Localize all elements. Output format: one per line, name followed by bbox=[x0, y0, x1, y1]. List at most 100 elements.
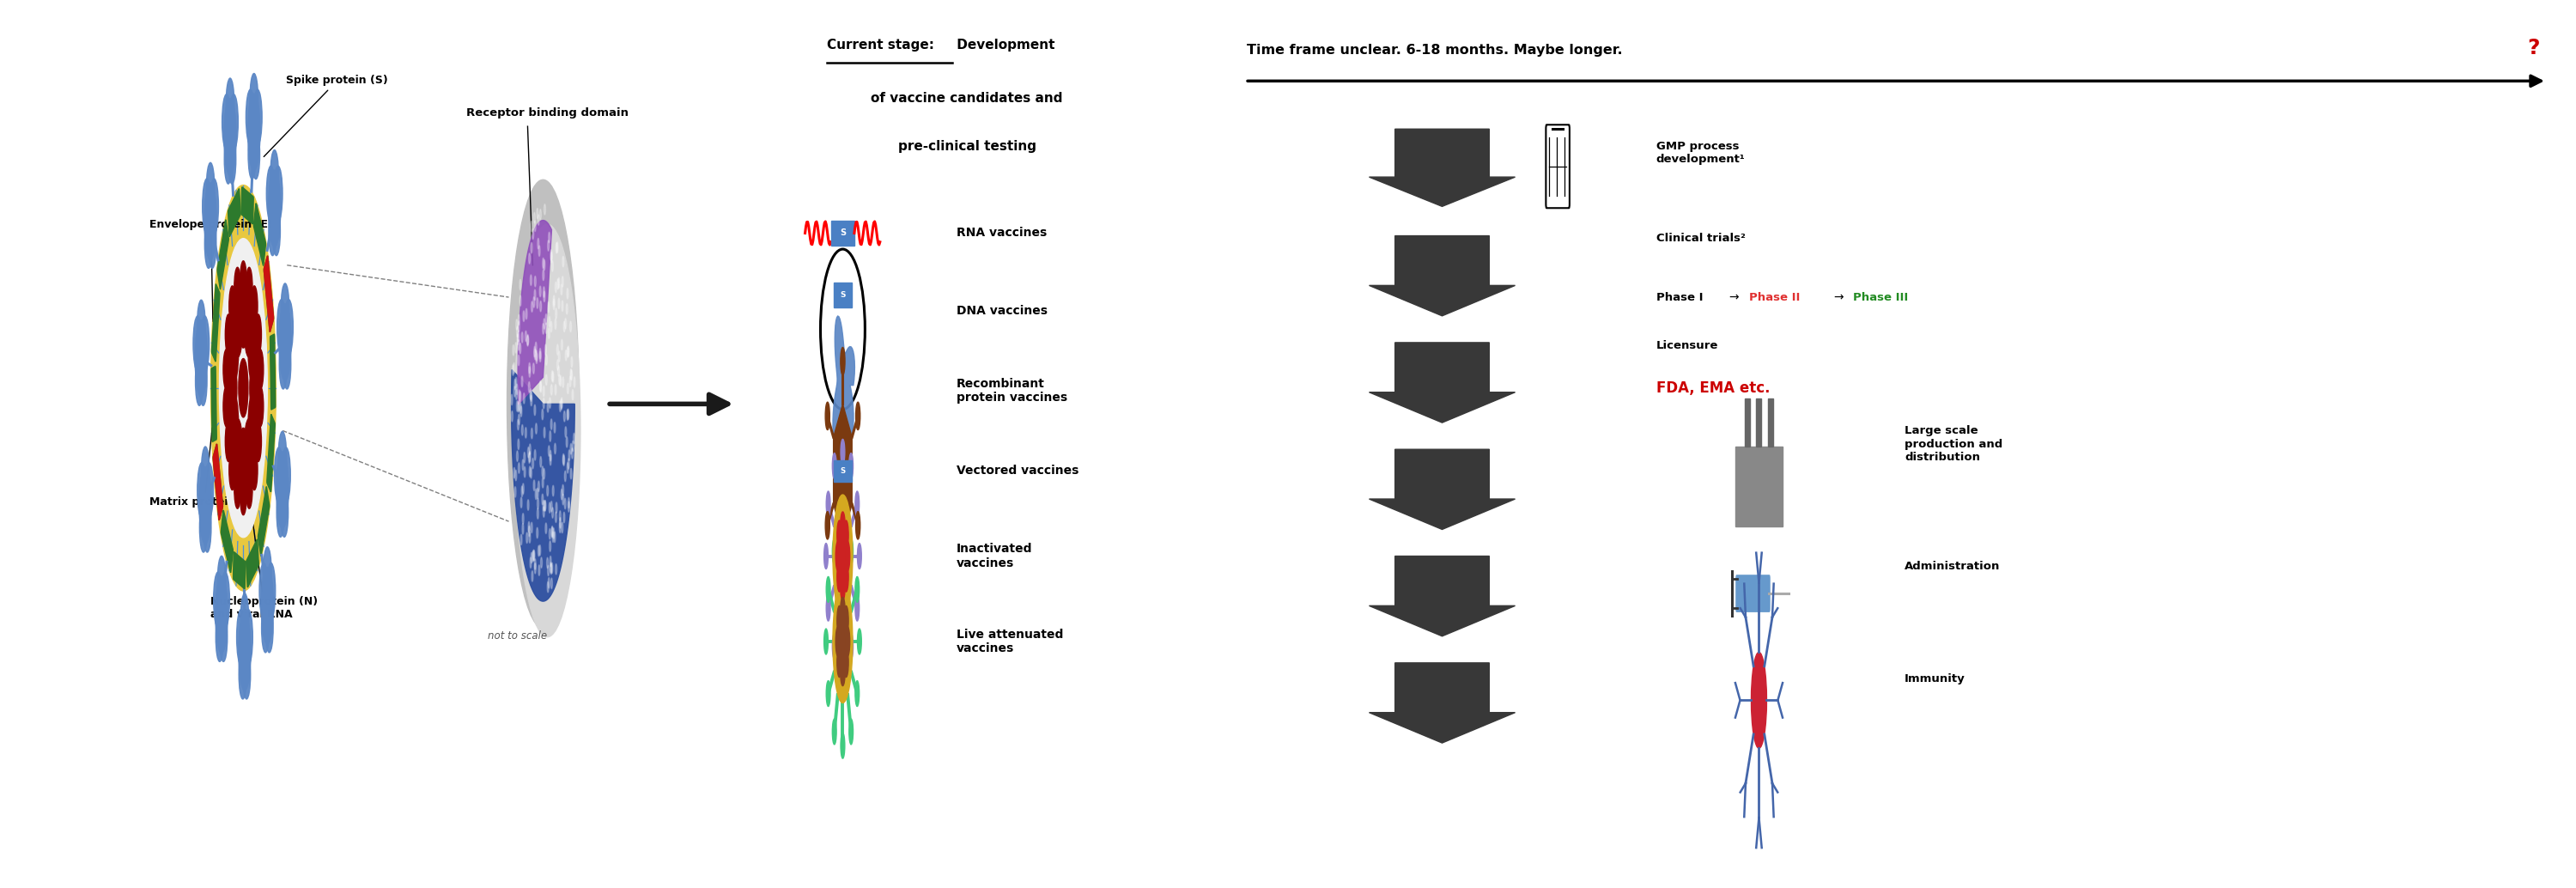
Circle shape bbox=[855, 511, 860, 539]
Circle shape bbox=[278, 304, 291, 380]
Circle shape bbox=[845, 562, 848, 591]
Circle shape bbox=[263, 547, 270, 599]
Circle shape bbox=[840, 525, 845, 551]
Text: Large scale
production and
distribution: Large scale production and distribution bbox=[1904, 425, 2002, 463]
Circle shape bbox=[232, 298, 242, 357]
Circle shape bbox=[252, 558, 255, 577]
Circle shape bbox=[268, 207, 276, 256]
Circle shape bbox=[827, 681, 829, 706]
Circle shape bbox=[240, 593, 250, 645]
Circle shape bbox=[227, 538, 229, 558]
Polygon shape bbox=[1368, 129, 1515, 206]
Circle shape bbox=[845, 541, 850, 571]
Circle shape bbox=[827, 595, 829, 621]
Circle shape bbox=[216, 576, 227, 653]
Circle shape bbox=[855, 576, 860, 602]
FancyBboxPatch shape bbox=[835, 460, 853, 481]
Circle shape bbox=[824, 543, 827, 569]
Circle shape bbox=[258, 218, 260, 238]
Text: Spike protein (S): Spike protein (S) bbox=[263, 75, 389, 156]
Circle shape bbox=[240, 474, 247, 515]
Circle shape bbox=[216, 478, 219, 497]
Circle shape bbox=[209, 178, 219, 234]
Circle shape bbox=[240, 650, 247, 699]
Circle shape bbox=[840, 541, 845, 571]
Circle shape bbox=[201, 316, 209, 371]
Circle shape bbox=[245, 267, 252, 308]
Circle shape bbox=[240, 359, 247, 417]
FancyBboxPatch shape bbox=[1757, 399, 1762, 447]
Text: GMP process
development¹: GMP process development¹ bbox=[1656, 141, 1747, 165]
Circle shape bbox=[211, 398, 214, 417]
Circle shape bbox=[260, 563, 268, 618]
FancyBboxPatch shape bbox=[247, 539, 258, 587]
Circle shape bbox=[222, 572, 229, 628]
Circle shape bbox=[198, 467, 211, 543]
FancyBboxPatch shape bbox=[211, 284, 219, 361]
Polygon shape bbox=[1368, 449, 1515, 529]
Circle shape bbox=[224, 386, 229, 427]
Text: Live attenuated
vaccines: Live attenuated vaccines bbox=[956, 629, 1064, 654]
Circle shape bbox=[247, 324, 258, 383]
Text: S: S bbox=[840, 467, 845, 474]
Text: Time frame unclear. 6-18 months. Maybe longer.: Time frame unclear. 6-18 months. Maybe l… bbox=[1247, 44, 1623, 57]
Circle shape bbox=[252, 130, 260, 179]
Circle shape bbox=[281, 488, 289, 537]
Circle shape bbox=[198, 300, 206, 351]
Circle shape bbox=[252, 90, 263, 145]
FancyBboxPatch shape bbox=[229, 188, 240, 237]
Circle shape bbox=[840, 598, 845, 627]
Polygon shape bbox=[513, 369, 574, 601]
Text: RNA vaccines: RNA vaccines bbox=[956, 227, 1046, 239]
Circle shape bbox=[850, 453, 853, 479]
Circle shape bbox=[837, 520, 842, 551]
FancyBboxPatch shape bbox=[252, 203, 265, 266]
Circle shape bbox=[245, 468, 252, 509]
Text: of vaccine candidates and: of vaccine candidates and bbox=[871, 92, 1064, 105]
Circle shape bbox=[245, 418, 252, 478]
Circle shape bbox=[224, 349, 229, 390]
Circle shape bbox=[832, 633, 837, 659]
Text: Phase II: Phase II bbox=[1749, 291, 1803, 303]
Circle shape bbox=[263, 604, 270, 653]
FancyBboxPatch shape bbox=[222, 511, 232, 573]
Text: Licensure: Licensure bbox=[1656, 339, 1718, 351]
Circle shape bbox=[827, 491, 829, 517]
Circle shape bbox=[840, 647, 845, 673]
Circle shape bbox=[258, 540, 260, 559]
Circle shape bbox=[222, 94, 232, 150]
Circle shape bbox=[229, 324, 240, 383]
Circle shape bbox=[840, 511, 845, 542]
Circle shape bbox=[196, 356, 204, 406]
Circle shape bbox=[204, 178, 211, 234]
Text: →: → bbox=[1728, 291, 1744, 303]
Circle shape bbox=[268, 279, 270, 298]
Circle shape bbox=[840, 567, 845, 594]
Circle shape bbox=[234, 468, 240, 509]
Text: Administration: Administration bbox=[1904, 561, 1999, 573]
Text: Receptor binding domain: Receptor binding domain bbox=[466, 107, 629, 118]
Text: Immunity: Immunity bbox=[1904, 673, 1965, 685]
Circle shape bbox=[204, 503, 211, 552]
Circle shape bbox=[270, 442, 273, 462]
Circle shape bbox=[263, 513, 265, 533]
Circle shape bbox=[216, 276, 219, 296]
Circle shape bbox=[209, 219, 216, 268]
FancyBboxPatch shape bbox=[832, 220, 855, 246]
Circle shape bbox=[270, 150, 278, 202]
Text: Matrix protein (M): Matrix protein (M) bbox=[149, 428, 260, 508]
Circle shape bbox=[845, 647, 848, 678]
Circle shape bbox=[263, 245, 265, 265]
Circle shape bbox=[278, 432, 286, 482]
FancyBboxPatch shape bbox=[1736, 575, 1770, 612]
Circle shape bbox=[281, 448, 291, 503]
Circle shape bbox=[832, 453, 837, 479]
Circle shape bbox=[273, 401, 276, 420]
Polygon shape bbox=[1368, 343, 1515, 423]
Circle shape bbox=[222, 243, 224, 263]
Circle shape bbox=[837, 647, 842, 678]
Circle shape bbox=[850, 633, 853, 659]
Circle shape bbox=[255, 314, 260, 355]
Text: Recombinant
protein vaccines: Recombinant protein vaccines bbox=[956, 377, 1066, 403]
Circle shape bbox=[219, 239, 268, 537]
